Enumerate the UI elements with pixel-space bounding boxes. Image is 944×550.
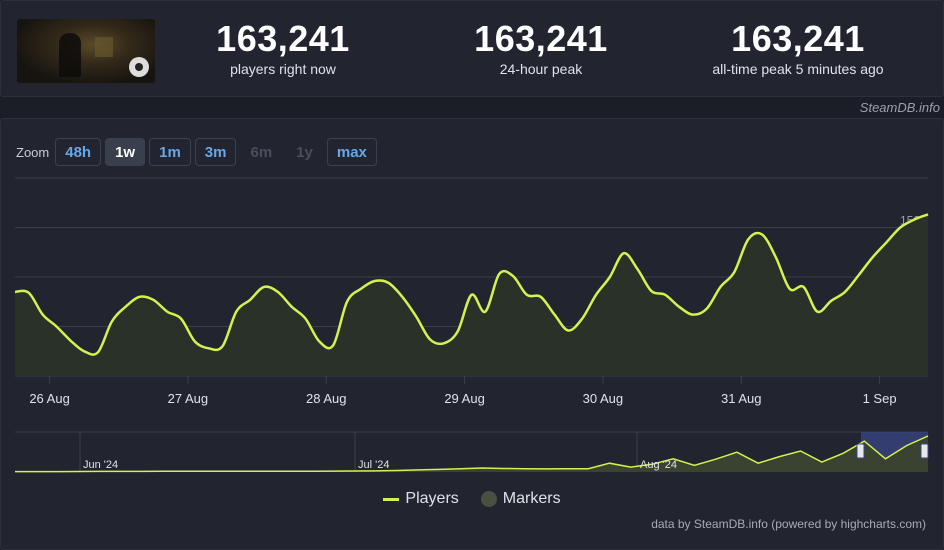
zoom-button-48h[interactable]: 48h — [55, 138, 102, 166]
stat-value: 163,241 — [216, 18, 350, 59]
legend-item-players[interactable]: Players — [383, 490, 459, 508]
zoom-button-max[interactable]: max — [326, 138, 377, 166]
x-tick-label: 28 Aug — [306, 391, 347, 406]
x-tick-label: 29 Aug — [444, 391, 485, 406]
stat-all-time-peak: 163,241 all-time peak 5 minutes ago — [668, 18, 928, 78]
zoom-bar: Zoom 48h 1w 1m 3m 6m 1y max — [16, 138, 381, 166]
navigator-gridlines — [79, 432, 638, 472]
navigator-line — [15, 435, 929, 473]
zoom-button-1y: 1y — [286, 138, 323, 166]
stat-label: all-time peak 5 minutes ago — [712, 61, 884, 77]
navigator-label: Jun '24 — [83, 459, 118, 471]
zoom-button-1m[interactable]: 1m — [149, 138, 191, 166]
markers-dot-icon — [480, 491, 497, 507]
chart-legend: Players Markers — [0, 490, 944, 508]
x-axis-labels: 26 Aug 27 Aug 28 Aug 29 Aug 30 Aug 31 Aug 1 Se… — [29, 391, 896, 406]
stat-label: players right now — [230, 61, 336, 77]
navigator-label: Jul '24 — [358, 459, 389, 471]
legend-item-markers[interactable]: Markers — [480, 490, 561, 508]
navigator-area — [15, 436, 928, 472]
zoom-button-3m[interactable]: 3m — [194, 138, 237, 166]
stat-value: 163,241 — [474, 18, 608, 59]
navigator-right-handle[interactable] — [920, 443, 929, 459]
players-series-line[interactable] — [14, 213, 929, 356]
stat-24h-peak: 163,241 24-hour peak — [411, 18, 671, 78]
zoom-button-6m: 6m — [240, 138, 283, 166]
legend-label-players: Players — [405, 490, 459, 507]
x-tick-label: 1 Sep — [863, 391, 897, 406]
game-thumbnail[interactable] — [17, 19, 155, 83]
zoom-button-1w[interactable]: 1w — [105, 138, 146, 166]
legend-label-markers: Markers — [502, 490, 561, 507]
stats-panel: 163,241 players right now 163,241 24-hou… — [0, 0, 944, 97]
stat-label: 24-hour peak — [499, 61, 583, 77]
game-emblem-icon — [129, 57, 149, 77]
navigator[interactable]: Jun '24 Jul '24 Aug '24 — [0, 430, 944, 480]
stat-players-now: 163,241 players right now — [153, 18, 413, 78]
navigator-label: Aug '24 — [640, 459, 677, 471]
x-tick-label: 27 Aug — [168, 391, 209, 406]
players-line-icon — [383, 497, 400, 501]
navigator-labels: Jun '24 Jul '24 Aug '24 — [83, 459, 677, 471]
x-tick-label: 30 Aug — [583, 391, 624, 406]
x-tick-label: 26 Aug — [29, 391, 70, 406]
stat-value: 163,241 — [731, 18, 865, 59]
navigator-left-handle[interactable] — [856, 443, 865, 459]
highcharts-credit[interactable]: data by SteamDB.info (powered by highcha… — [651, 517, 926, 531]
thumbnail-figure — [59, 33, 81, 77]
thumbnail-window — [95, 37, 113, 57]
zoom-label: Zoom — [16, 144, 50, 160]
steamdb-credit-top[interactable]: SteamDB.info — [859, 100, 940, 115]
x-tick-label: 31 Aug — [721, 391, 762, 406]
